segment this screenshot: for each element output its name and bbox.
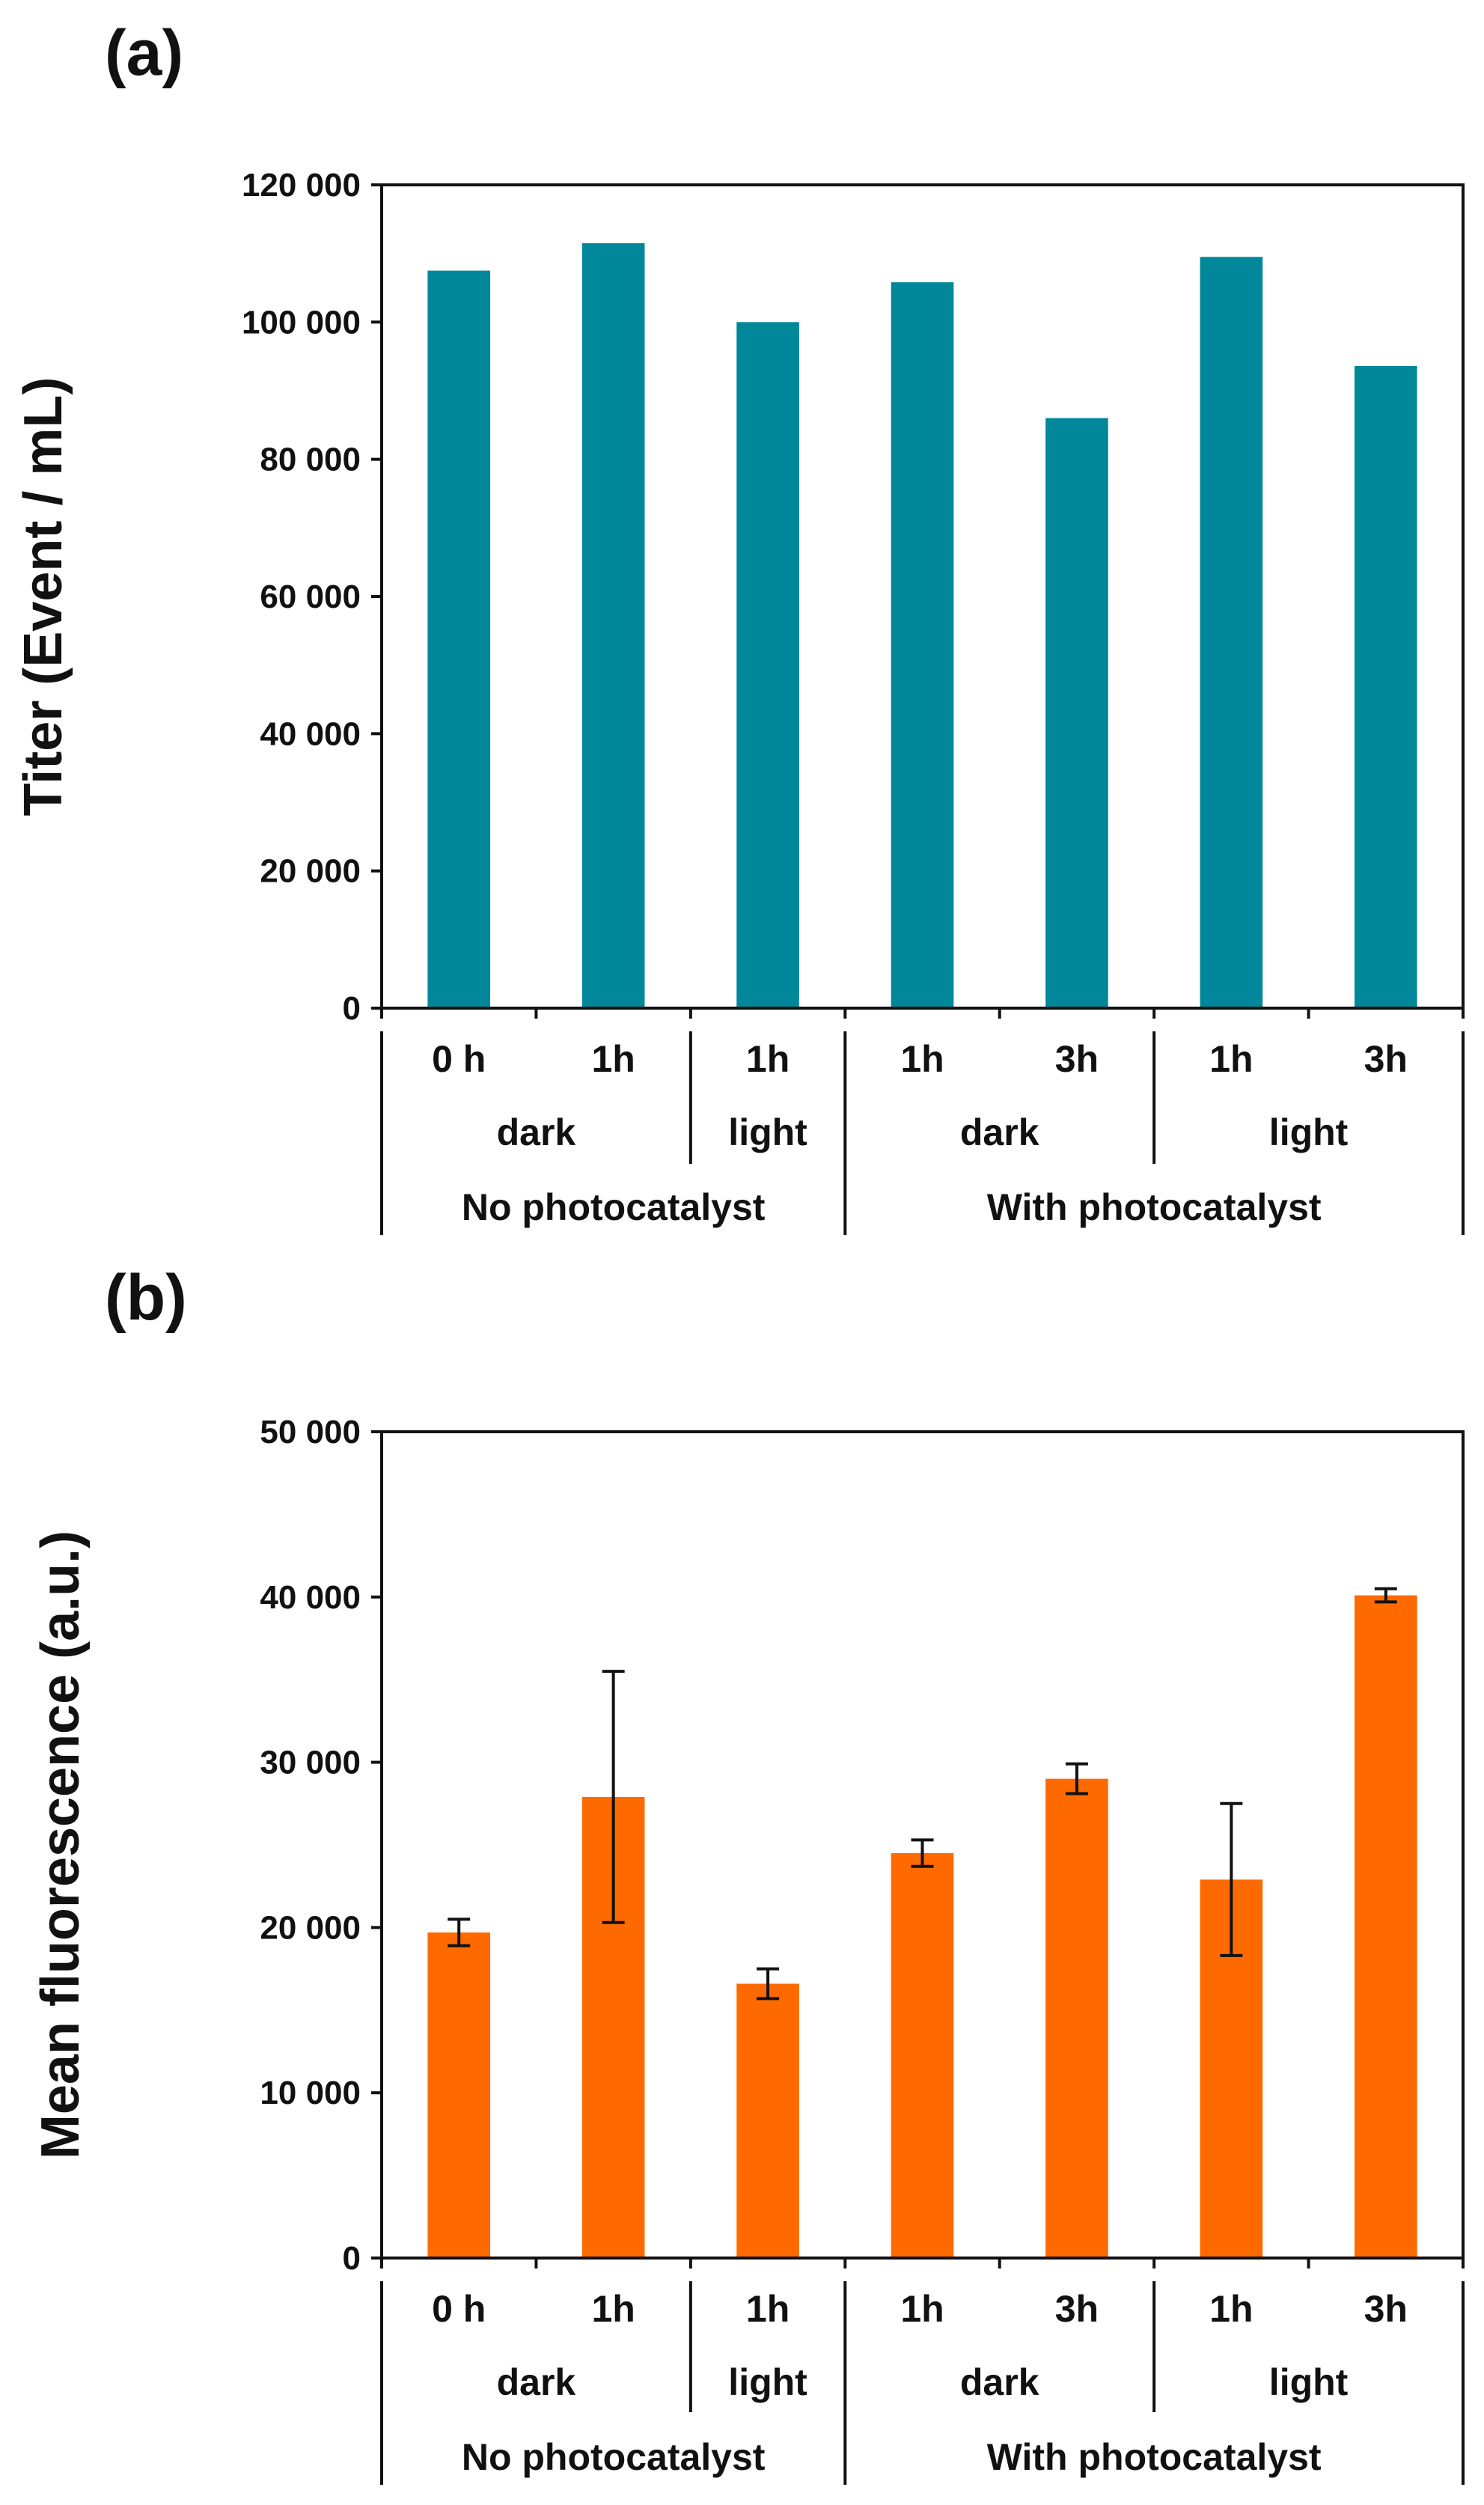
plot-frame <box>380 1430 1465 2260</box>
bar <box>581 242 645 1009</box>
y-tick-label: 0 <box>343 990 361 1027</box>
condition-label: dark <box>497 1111 576 1153</box>
x-tick-label: 1h <box>746 2288 790 2330</box>
x-tick-label: 3h <box>1055 1038 1099 1080</box>
error-bar <box>1065 1762 1088 1795</box>
bar <box>891 1853 954 2258</box>
bar <box>736 1983 799 2258</box>
y-tick-label: 20 000 <box>260 853 361 890</box>
group-label: With photocatalyst <box>987 1186 1322 1228</box>
panel-label: (b) <box>105 1262 187 1334</box>
x-tick-label: 1h <box>1209 1038 1253 1080</box>
y-tick-label: 100 000 <box>242 304 361 341</box>
y-tick-label: 120 000 <box>242 167 361 204</box>
condition-label: light <box>728 1111 807 1153</box>
panel-label: (a) <box>105 17 183 89</box>
titer-chart: (a) Titer (Event / mL) 0 20 000 40 000 60 000… <box>13 17 1465 1235</box>
condition-label: light <box>728 2361 807 2403</box>
error-bar <box>757 1967 780 2001</box>
condition-label: dark <box>960 1111 1039 1153</box>
y-tick-label: 80 000 <box>260 442 361 478</box>
y-tick-label: 40 000 <box>260 716 361 752</box>
y-axis-title: Titer (Event / mL) <box>13 377 73 817</box>
x-tick-label: 0 h <box>432 1038 486 1080</box>
bar <box>1354 366 1417 1008</box>
x-tick-label: 1h <box>746 1038 790 1080</box>
condition-label: light <box>1269 2361 1349 2403</box>
error-bar <box>1374 1587 1397 1604</box>
bar <box>1200 257 1263 1008</box>
y-tick-label: 20 000 <box>260 1909 361 1946</box>
y-tick-label: 10 000 <box>260 2075 361 2111</box>
x-tick-label: 3h <box>1055 2288 1099 2330</box>
y-tick-label: 60 000 <box>260 579 361 615</box>
bar <box>427 270 491 1008</box>
y-tick-label: 40 000 <box>260 1579 361 1616</box>
y-tick-label: 50 000 <box>260 1414 361 1450</box>
x-tick-label: 1h <box>591 2288 635 2330</box>
group-label: No photocatalyst <box>462 1186 766 1228</box>
x-tick-label: 3h <box>1364 2288 1408 2330</box>
x-tick-label: 1h <box>900 1038 944 1080</box>
condition-label: dark <box>960 2361 1039 2403</box>
x-tick-label: 3h <box>1364 1038 1408 1080</box>
y-tick-label: 0 <box>343 2240 361 2277</box>
x-tick-label: 1h <box>591 1038 635 1080</box>
group-label: With photocatalyst <box>987 2436 1322 2478</box>
x-tick-label: 1h <box>1209 2288 1253 2330</box>
error-bar <box>1220 1801 1243 1957</box>
bar <box>1354 1595 1417 2258</box>
bar <box>736 322 799 1008</box>
bar <box>427 1932 491 2258</box>
x-tick-label: 1h <box>900 2288 944 2330</box>
bar <box>891 282 954 1009</box>
fluorescence-chart: (b) Mean fluorescence (a.u.) 0 10 000 20 000… <box>31 1262 1465 2485</box>
group-label: No photocatalyst <box>462 2436 766 2478</box>
y-axis-title: Mean fluorescence (a.u.) <box>31 1531 91 2159</box>
error-bar <box>911 1838 934 1868</box>
bar <box>1045 1778 1108 2258</box>
y-tick-label: 30 000 <box>260 1745 361 1781</box>
condition-label: light <box>1269 1111 1349 1153</box>
condition-label: dark <box>497 2361 576 2403</box>
bar <box>1045 418 1108 1008</box>
error-bar <box>448 1917 471 1947</box>
error-bar <box>602 1670 625 1924</box>
x-tick-label: 0 h <box>432 2288 486 2330</box>
